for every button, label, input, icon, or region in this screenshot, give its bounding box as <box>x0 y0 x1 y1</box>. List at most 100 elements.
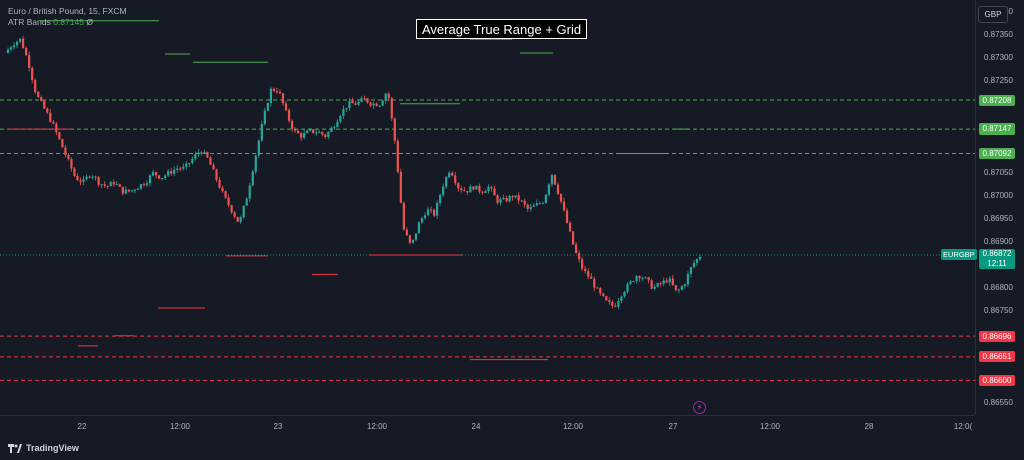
candle-body <box>695 259 699 264</box>
candle-body <box>91 176 94 178</box>
current-price: 0.86872 <box>982 249 1012 258</box>
symbol-legend: Euro / British Pound, 15, FXCM ATR Bands… <box>8 6 127 28</box>
candle-body <box>587 271 590 277</box>
candle-body <box>442 186 445 195</box>
candle-body <box>357 101 360 105</box>
candle-body <box>43 100 46 109</box>
candle-body <box>266 103 269 111</box>
tradingview-logo[interactable]: TradingView <box>8 443 79 453</box>
price-tick: 0.86950 <box>984 214 1013 224</box>
candle-body <box>581 259 584 269</box>
candle-body <box>79 180 82 182</box>
time-tick: 12:00 <box>169 422 191 431</box>
candle-body <box>345 108 348 110</box>
red-level-tag: 0.86696 <box>979 330 1015 342</box>
candle-body <box>173 169 176 174</box>
candle-body <box>396 140 399 172</box>
candle-body <box>46 108 49 113</box>
candle-body <box>665 280 668 283</box>
candle-body <box>432 209 436 216</box>
currency-button[interactable]: GBP <box>978 6 1008 23</box>
time-tick: 12:00 <box>562 422 584 431</box>
candle-body <box>659 283 662 285</box>
green-level-tag: 0.87208 <box>979 94 1015 106</box>
candle-body <box>599 287 602 294</box>
candle-body <box>49 112 52 122</box>
symbol-line: Euro / British Pound, 15, FXCM <box>8 6 127 16</box>
candle-body <box>629 281 632 285</box>
candle-body <box>514 195 517 198</box>
candle-body <box>390 98 393 119</box>
candle-body <box>674 285 677 291</box>
candle-body <box>85 176 88 179</box>
candle-body <box>641 278 644 280</box>
time-axis[interactable]: 22 12:00 23 12:00 24 12:00 27 12:00 28 12:0( <box>0 415 975 439</box>
candle-body <box>161 178 164 180</box>
candle-body <box>154 172 158 176</box>
candle-body <box>327 131 330 137</box>
candle-body <box>127 189 130 192</box>
candle-body <box>451 172 454 176</box>
candle-body <box>260 124 263 141</box>
candle-body <box>529 206 532 209</box>
candle-body <box>333 127 336 129</box>
candle-body <box>650 280 653 289</box>
candle-body <box>478 185 481 192</box>
candle-body <box>318 131 321 133</box>
green-level-tag: 0.87147 <box>979 122 1015 134</box>
candle-body <box>575 244 578 254</box>
candle-body <box>218 179 221 188</box>
candle-body <box>620 296 623 302</box>
flash-icon[interactable]: ⚡ <box>693 401 706 414</box>
candle-body <box>145 183 149 186</box>
candle-body <box>130 190 133 192</box>
chart-area[interactable]: Euro / British Pound, 15, FXCM ATR Bands… <box>0 0 975 415</box>
candle-body <box>242 205 245 218</box>
candle-body <box>296 130 300 134</box>
chart-title: Average True Range + Grid <box>416 19 588 39</box>
candle-body <box>212 164 215 170</box>
candle-body <box>411 239 415 243</box>
candle-body <box>233 212 236 217</box>
candle-body <box>448 172 451 178</box>
candle-body <box>197 152 200 155</box>
candle-body <box>499 199 502 203</box>
candle-body <box>405 229 408 236</box>
price-tick: 0.86550 <box>984 398 1013 408</box>
price-tick: 0.86750 <box>984 306 1013 316</box>
red-level-tag: 0.86600 <box>979 374 1015 386</box>
candle-body <box>224 191 227 198</box>
candle-body <box>423 215 427 219</box>
candle-body <box>293 129 297 131</box>
candle-body <box>348 101 351 109</box>
candle-body <box>76 175 79 181</box>
candle-body <box>254 155 257 172</box>
indicator-name[interactable]: ATR Bands <box>8 17 51 27</box>
candle-body <box>481 191 484 193</box>
candle-body <box>97 177 100 185</box>
candle-body <box>179 168 182 170</box>
candle-body <box>203 152 206 154</box>
tradingview-brand: TradingView <box>26 443 79 453</box>
price-tick: 0.86900 <box>984 237 1013 247</box>
candle-body <box>112 182 115 185</box>
candle-body <box>565 210 569 223</box>
candle-body <box>115 184 118 186</box>
candle-body <box>354 103 357 105</box>
candle-body <box>103 184 106 186</box>
candle-body <box>342 108 345 116</box>
candle-body <box>312 129 315 133</box>
candle-body <box>109 182 112 187</box>
candle-body <box>182 166 185 169</box>
time-tick: 22 <box>77 422 87 431</box>
candle-body <box>532 205 535 207</box>
price-chart[interactable] <box>0 0 975 415</box>
candle-body <box>369 102 372 106</box>
candle-body <box>671 278 674 286</box>
candle-body <box>508 196 511 202</box>
candle-body <box>493 188 496 196</box>
candle-body <box>668 278 671 283</box>
candle-body <box>544 194 547 204</box>
candle-body <box>263 110 266 125</box>
candle-body <box>239 217 242 222</box>
